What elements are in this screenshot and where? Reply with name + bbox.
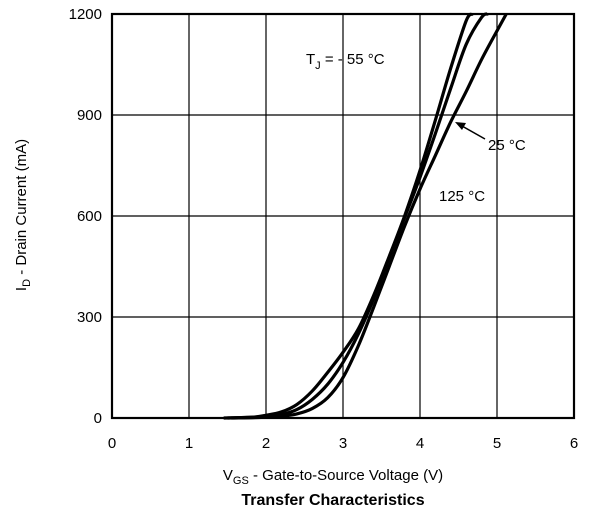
y-tick-label: 0 [94,410,102,427]
plot-frame [110,12,576,420]
grid-lines [111,13,575,419]
annotation-25c-leader [461,125,486,140]
x-tick-label: 5 [493,435,501,452]
annotation-tj-minus55: TJ = - 55 °C [306,51,385,72]
y-tick-label: 600 [77,208,102,225]
x-tick-label: 6 [570,435,578,452]
y-tick-label: 300 [77,309,102,326]
x-tick-label: 2 [262,435,270,452]
x-tick-label: 1 [185,435,193,452]
series-line-tj-25 [227,12,489,420]
x-tick-label: 4 [416,435,424,452]
y-axis-label: ID - Drain Current (mA) [13,139,33,291]
annotation-125c: 125 °C [439,188,485,205]
x-tick-label: 3 [339,435,347,452]
x-axis-label: VGS - Gate-to-Source Voltage (V) [223,467,443,487]
data-series [223,12,508,420]
tick-labels: 0 1 2 3 4 5 6 0 300 600 900 1200 [69,6,579,452]
y-tick-label: 900 [77,107,102,124]
series-line-tj-minus55 [223,12,474,420]
series-line-tj-125 [231,13,508,420]
annotation-25c-arrowhead [455,122,466,130]
x-tick-label: 0 [108,435,116,452]
annotation-25c: 25 °C [488,137,526,154]
chart-title: Transfer Characteristics [241,492,424,509]
y-tick-label: 1200 [69,6,102,23]
